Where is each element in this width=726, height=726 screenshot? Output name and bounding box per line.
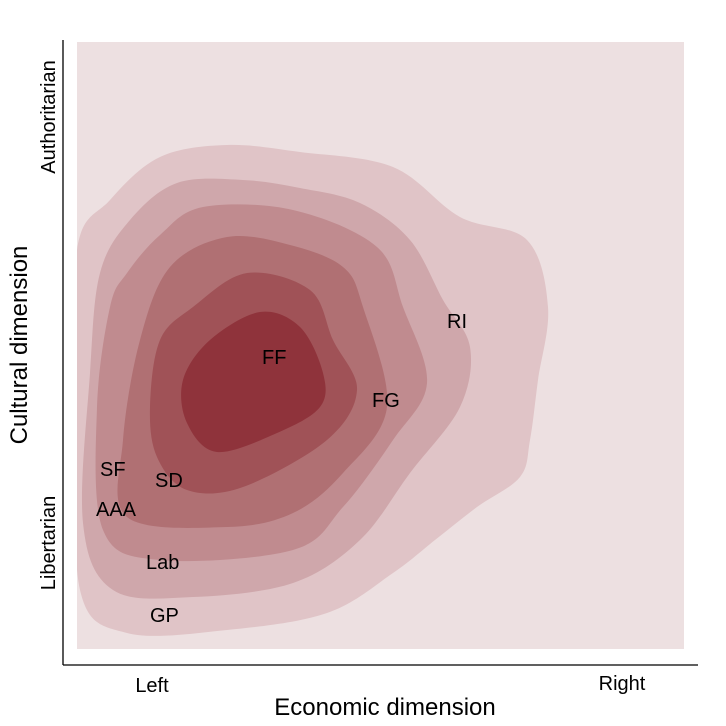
label-Lab: Lab [146,552,179,574]
label-SF: SF [100,459,126,481]
label-AAA: AAA [96,499,137,521]
label-SD: SD [155,470,183,492]
x-tick-left: Left [135,675,169,697]
label-RI: RI [447,311,467,333]
x-axis-title: Economic dimension [274,694,495,721]
y-axis-title: Cultural dimension [6,246,33,445]
label-FG: FG [372,390,400,412]
party-labels: FF FG RI SF SD AAA Lab GP [96,311,467,627]
label-FF: FF [262,347,286,369]
label-GP: GP [150,605,179,627]
contour-level-6 [181,311,326,453]
y-tick-libertarian: Libertarian [38,496,60,591]
x-tick-right: Right [599,673,646,695]
y-tick-authoritarian: Authoritarian [38,60,60,173]
density-contours [77,144,549,636]
